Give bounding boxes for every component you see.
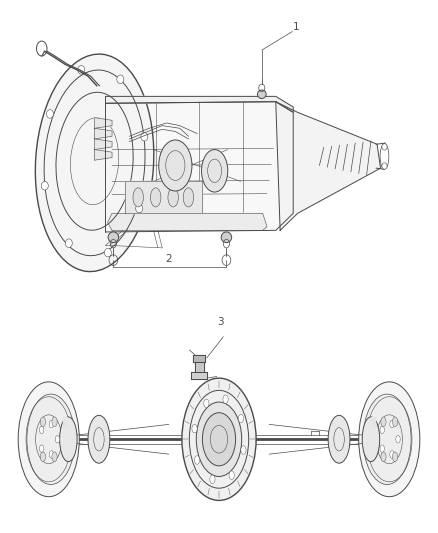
- Polygon shape: [95, 128, 112, 139]
- Ellipse shape: [18, 382, 79, 497]
- Ellipse shape: [168, 188, 178, 207]
- Ellipse shape: [159, 140, 192, 191]
- Ellipse shape: [390, 421, 394, 428]
- Text: 1: 1: [293, 22, 300, 33]
- Ellipse shape: [194, 456, 200, 464]
- Polygon shape: [125, 181, 201, 213]
- Ellipse shape: [396, 435, 400, 443]
- Ellipse shape: [359, 382, 420, 497]
- Ellipse shape: [392, 417, 398, 426]
- Ellipse shape: [52, 452, 57, 462]
- Ellipse shape: [65, 239, 72, 247]
- Ellipse shape: [382, 144, 387, 150]
- Ellipse shape: [201, 150, 228, 192]
- Ellipse shape: [380, 445, 385, 453]
- Ellipse shape: [39, 426, 44, 434]
- Ellipse shape: [60, 417, 77, 462]
- Ellipse shape: [46, 110, 53, 118]
- Ellipse shape: [381, 452, 386, 462]
- Text: 3: 3: [217, 317, 223, 327]
- Ellipse shape: [258, 90, 266, 99]
- Ellipse shape: [49, 451, 53, 458]
- Ellipse shape: [39, 445, 44, 453]
- Polygon shape: [108, 213, 267, 230]
- Polygon shape: [95, 139, 112, 150]
- Polygon shape: [193, 356, 205, 362]
- Ellipse shape: [52, 417, 57, 426]
- Ellipse shape: [390, 451, 394, 458]
- Ellipse shape: [241, 446, 246, 454]
- Polygon shape: [63, 417, 67, 426]
- Ellipse shape: [150, 188, 161, 207]
- Ellipse shape: [88, 415, 110, 463]
- Ellipse shape: [40, 452, 46, 462]
- Ellipse shape: [238, 414, 244, 423]
- Ellipse shape: [382, 163, 387, 169]
- Ellipse shape: [202, 413, 236, 466]
- Ellipse shape: [104, 248, 111, 257]
- Ellipse shape: [41, 181, 48, 190]
- Polygon shape: [276, 102, 381, 230]
- Ellipse shape: [196, 402, 242, 477]
- Ellipse shape: [117, 75, 124, 84]
- Ellipse shape: [328, 415, 350, 463]
- Ellipse shape: [381, 417, 386, 426]
- Polygon shape: [106, 102, 293, 232]
- Polygon shape: [371, 417, 375, 426]
- Text: 2: 2: [166, 254, 172, 264]
- Ellipse shape: [27, 394, 75, 484]
- Ellipse shape: [141, 133, 148, 141]
- Ellipse shape: [363, 394, 411, 484]
- Ellipse shape: [192, 424, 197, 433]
- Polygon shape: [106, 96, 293, 112]
- Ellipse shape: [221, 232, 232, 243]
- Ellipse shape: [35, 54, 154, 272]
- Ellipse shape: [136, 204, 143, 213]
- Polygon shape: [95, 150, 112, 160]
- Ellipse shape: [204, 399, 209, 408]
- Ellipse shape: [78, 66, 85, 74]
- Ellipse shape: [108, 232, 119, 243]
- Ellipse shape: [133, 188, 144, 207]
- Polygon shape: [191, 372, 207, 379]
- Ellipse shape: [223, 395, 228, 403]
- Ellipse shape: [210, 475, 215, 483]
- Polygon shape: [95, 118, 112, 128]
- Ellipse shape: [380, 426, 385, 434]
- Ellipse shape: [183, 188, 194, 207]
- Ellipse shape: [392, 452, 398, 462]
- Ellipse shape: [55, 435, 60, 443]
- Ellipse shape: [49, 421, 53, 428]
- Ellipse shape: [229, 471, 234, 480]
- Ellipse shape: [40, 417, 46, 426]
- Ellipse shape: [362, 417, 380, 462]
- Polygon shape: [194, 362, 204, 372]
- Ellipse shape: [182, 378, 256, 500]
- Ellipse shape: [380, 144, 389, 169]
